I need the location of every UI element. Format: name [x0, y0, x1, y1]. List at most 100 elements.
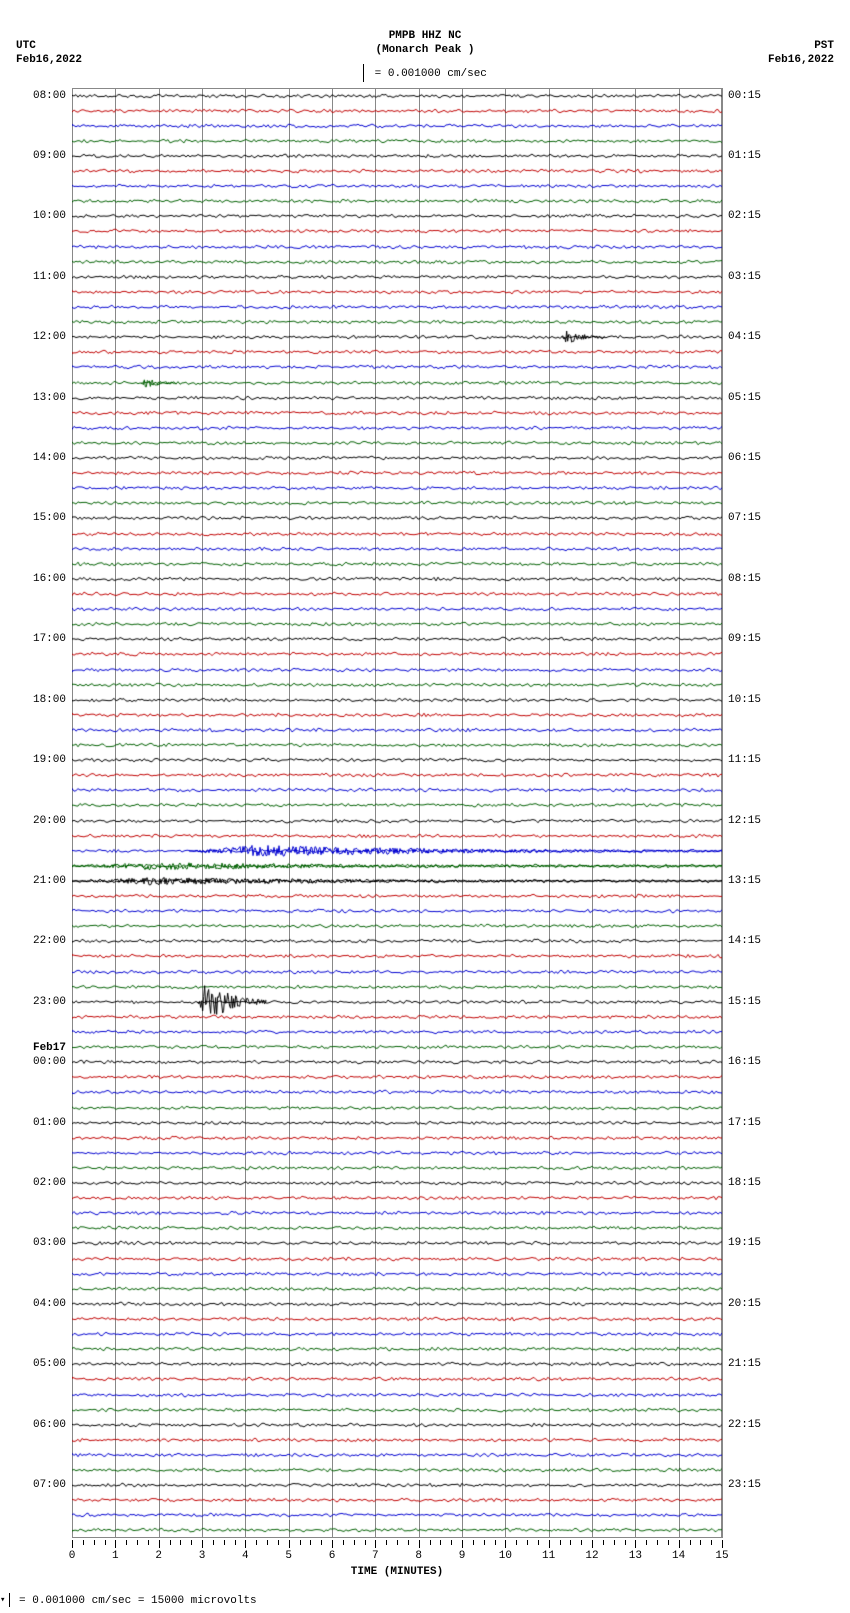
utc-hour-label: 22:00 — [33, 935, 66, 947]
trace-waveform — [72, 104, 722, 118]
x-tick — [462, 1540, 463, 1548]
x-tick-minor — [321, 1540, 322, 1545]
x-tick-minor — [267, 1540, 268, 1545]
x-tick-label: 2 — [155, 1550, 162, 1562]
utc-hour-label: 09:00 — [33, 150, 66, 162]
trace-waveform — [72, 1388, 722, 1402]
x-tick-minor — [191, 1540, 192, 1545]
utc-hour-label: 07:00 — [33, 1479, 66, 1491]
trace-waveform — [72, 1025, 722, 1039]
pst-hour-label: 20:15 — [728, 1298, 761, 1310]
utc-hour-label: 08:00 — [33, 90, 66, 102]
x-tick-label: 4 — [242, 1550, 249, 1562]
x-tick-label: 7 — [372, 1550, 379, 1562]
x-tick-minor — [495, 1540, 496, 1545]
trace-waveform — [72, 1146, 722, 1160]
trace-waveform — [72, 738, 722, 752]
utc-hour-label: 06:00 — [33, 1419, 66, 1431]
x-tick-minor — [235, 1540, 236, 1545]
x-tick-minor — [397, 1540, 398, 1545]
trace-waveform — [72, 194, 722, 208]
x-tick-label: 14 — [672, 1550, 685, 1562]
trace-waveform — [72, 919, 722, 933]
x-tick-minor — [700, 1540, 701, 1545]
trace-waveform — [72, 1236, 722, 1250]
x-tick — [722, 1540, 723, 1548]
trace-waveform — [72, 1523, 722, 1537]
station-code: PMPB HHZ NC — [0, 30, 850, 42]
utc-hour-label: 14:00 — [33, 452, 66, 464]
x-tick-minor — [668, 1540, 669, 1545]
pst-hour-label: 16:15 — [728, 1056, 761, 1068]
utc-hour-label: 16:00 — [33, 573, 66, 585]
trace-waveform — [72, 829, 722, 843]
x-tick — [245, 1540, 246, 1548]
trace-waveform — [72, 753, 722, 767]
x-tick-minor — [94, 1540, 95, 1545]
x-tick-minor — [180, 1540, 181, 1545]
trace-waveform — [72, 1176, 722, 1190]
trace-waveform — [72, 693, 722, 707]
pst-hour-label: 02:15 — [728, 210, 761, 222]
x-tick-minor — [516, 1540, 517, 1545]
utc-hour-label: 05:00 — [33, 1358, 66, 1370]
trace-waveform — [72, 617, 722, 631]
trace-waveform — [72, 1372, 722, 1386]
x-tick — [549, 1540, 550, 1548]
trace-waveform — [72, 360, 722, 374]
pst-hour-label: 18:15 — [728, 1177, 761, 1189]
x-tick-label: 6 — [329, 1550, 336, 1562]
trace-waveform — [72, 783, 722, 797]
trace-waveform — [72, 1161, 722, 1175]
x-tick-label: 1 — [112, 1550, 119, 1562]
footer-text: = 0.001000 cm/sec = 15000 microvolts — [12, 1595, 256, 1607]
scale-legend: = 0.001000 cm/sec — [0, 64, 850, 82]
trace-waveform — [72, 1282, 722, 1296]
trace-waveform — [72, 1070, 722, 1084]
utc-hour-label: 18:00 — [33, 694, 66, 706]
x-tick — [592, 1540, 593, 1548]
pst-hour-label: 03:15 — [728, 271, 761, 283]
x-tick — [115, 1540, 116, 1548]
x-tick-label: 15 — [715, 1550, 728, 1562]
trace-waveform — [72, 1191, 722, 1205]
trace-waveform — [72, 391, 722, 405]
x-tick-label: 5 — [285, 1550, 292, 1562]
x-tick — [332, 1540, 333, 1548]
trace-waveform — [72, 647, 722, 661]
x-tick-label: 11 — [542, 1550, 555, 1562]
utc-hour-label: 04:00 — [33, 1298, 66, 1310]
trace-waveform — [72, 451, 722, 465]
x-tick-minor — [440, 1540, 441, 1545]
x-tick-minor — [527, 1540, 528, 1545]
x-tick-label: 0 — [69, 1550, 76, 1562]
utc-hour-label: 13:00 — [33, 392, 66, 404]
pst-hour-label: 12:15 — [728, 815, 761, 827]
x-tick-minor — [365, 1540, 366, 1545]
trace-waveform — [72, 663, 722, 677]
x-tick-minor — [570, 1540, 571, 1545]
utc-hour-label: 23:00 — [33, 996, 66, 1008]
pst-hour-label: 04:15 — [728, 331, 761, 343]
x-tick — [419, 1540, 420, 1548]
trace-waveform — [72, 466, 722, 480]
x-tick-minor — [581, 1540, 582, 1545]
utc-hour-label: 10:00 — [33, 210, 66, 222]
pst-hour-label: 09:15 — [728, 633, 761, 645]
trace-waveform — [72, 542, 722, 556]
x-tick-minor — [484, 1540, 485, 1545]
seismogram-page: PMPB HHZ NC (Monarch Peak ) = 0.001000 c… — [0, 0, 850, 1613]
trace-waveform — [72, 723, 722, 737]
trace-waveform — [72, 889, 722, 903]
trace-waveform — [72, 300, 722, 314]
trace-waveform — [72, 481, 722, 495]
utc-timezone-label: UTC — [16, 40, 36, 52]
x-tick-minor — [711, 1540, 712, 1545]
trace-waveform — [72, 164, 722, 178]
trace-waveform — [72, 708, 722, 722]
trace-waveform — [72, 768, 722, 782]
utc-hour-label: 17:00 — [33, 633, 66, 645]
utc-hour-label: 20:00 — [33, 815, 66, 827]
trace-waveform — [72, 496, 722, 510]
x-tick — [505, 1540, 506, 1548]
